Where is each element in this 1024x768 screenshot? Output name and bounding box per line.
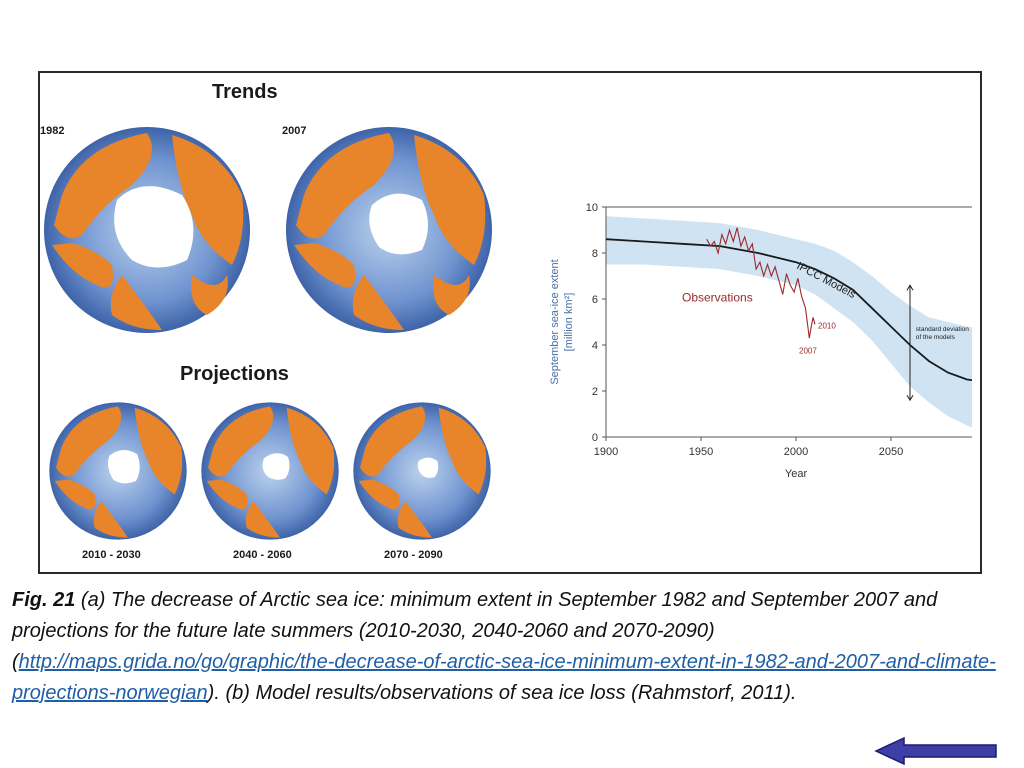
globe-2010-2030 xyxy=(49,402,187,540)
globe-2070-2090 xyxy=(353,402,491,540)
figure-caption: Fig. 21 (a) The decrease of Arctic sea i… xyxy=(12,585,1002,709)
year-2007-label: 2007 xyxy=(282,125,307,137)
std-arrow-head-top xyxy=(906,284,914,291)
std-arrow-head-bottom xyxy=(906,394,914,402)
y-tick-label: 0 xyxy=(592,432,598,444)
y-tick-label: 10 xyxy=(586,202,598,214)
projections-title: Projections xyxy=(180,363,289,385)
annotation-std-2: of the models xyxy=(916,334,956,341)
annotation-2007: 2007 xyxy=(799,347,817,356)
projection-label-1: 2010 - 2030 xyxy=(82,549,141,561)
x-axis-label: Year xyxy=(785,468,808,480)
y-tick-label: 2 xyxy=(592,386,598,398)
x-tick-label: 2050 xyxy=(879,446,903,458)
x-tick-label: 2000 xyxy=(784,446,808,458)
year-1982-label: 1982 xyxy=(40,125,65,137)
globe-2040-2060 xyxy=(201,402,339,540)
back-arrow-button[interactable] xyxy=(874,736,998,766)
model-std-band xyxy=(606,216,972,428)
sea-ice-chart: 190019502000205021000246810YearSeptember… xyxy=(549,202,972,480)
y-tick-label: 8 xyxy=(592,248,598,260)
annotation-2010: 2010 xyxy=(818,321,836,330)
globe-2007 xyxy=(286,127,492,333)
series-ipcc-models xyxy=(605,238,972,382)
annotation-observations: Observations xyxy=(682,290,753,304)
caption-fig-label: Fig. 21 xyxy=(12,589,76,611)
caption-text-a: (a) The decrease of Arctic sea ice: mini… xyxy=(12,589,938,673)
caption-text-b: ). (b) Model results/observations of sea… xyxy=(207,682,797,704)
series-observations xyxy=(706,227,816,339)
trends-title: Trends xyxy=(212,81,278,103)
y-tick-label: 6 xyxy=(592,294,598,306)
caption-link[interactable]: http://maps.grida.no/go/graphic/the-decr… xyxy=(12,651,996,704)
figure-panel: Trends 1982 2007 Projections xyxy=(38,71,982,574)
annotation-std-1: standard deviation xyxy=(916,326,970,333)
projection-label-2: 2040 - 2060 xyxy=(233,549,292,561)
y-axis-label: September sea-ice extent xyxy=(549,259,561,384)
y-tick-label: 4 xyxy=(592,340,598,352)
x-tick-label: 1900 xyxy=(594,446,618,458)
x-tick-label: 1950 xyxy=(689,446,713,458)
globe-1982 xyxy=(44,127,250,333)
y-axis-unit-label: [million km²] xyxy=(563,293,575,352)
projection-label-3: 2070 - 2090 xyxy=(384,549,443,561)
